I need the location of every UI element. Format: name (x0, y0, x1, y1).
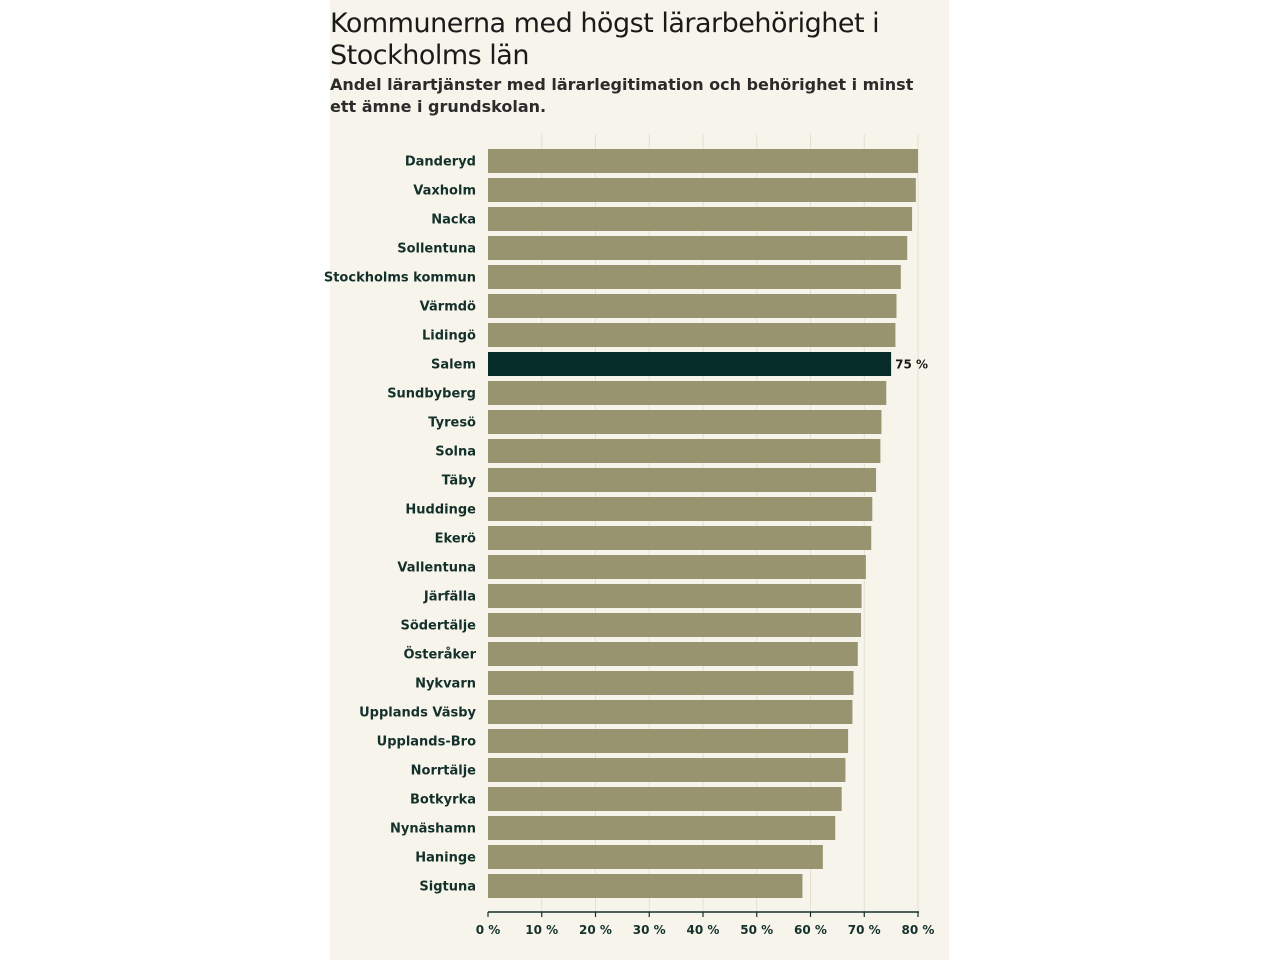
bar (488, 236, 908, 260)
category-label: Ekerö (435, 532, 476, 547)
category-label: Solna (435, 445, 476, 460)
x-tick-label: 10 % (525, 923, 558, 937)
category-label: Salem (431, 358, 476, 373)
bar (488, 816, 836, 840)
category-label: Lidingö (422, 329, 476, 344)
category-label: Sundbyberg (387, 387, 476, 402)
bar (488, 671, 854, 695)
x-tick-label: 0 % (476, 923, 501, 937)
x-tick-label: 30 % (633, 923, 666, 937)
category-label: Botkyrka (410, 793, 476, 808)
bar (488, 613, 862, 637)
category-label: Tyresö (428, 416, 476, 431)
category-label: Upplands-Bro (377, 735, 476, 750)
bar (488, 526, 872, 550)
chart-title: Kommunerna med högst lärarbehörighet i S… (330, 8, 880, 71)
category-label: Nacka (431, 213, 476, 228)
x-tick-label: 80 % (902, 923, 935, 937)
category-label: Nynäshamn (390, 822, 476, 837)
category-label: Täby (442, 474, 477, 489)
x-tick-label: 50 % (740, 923, 773, 937)
category-label: Haninge (415, 851, 476, 866)
category-label: Stockholms kommun (324, 271, 476, 286)
bar (488, 700, 853, 724)
chart-subtitle: Andel lärartjänster med lärarlegitimatio… (330, 75, 914, 116)
bar (488, 323, 896, 347)
bar (488, 294, 897, 318)
category-label: Danderyd (405, 155, 476, 170)
category-label: Norrtälje (411, 764, 477, 779)
category-label: Upplands Väsby (359, 706, 476, 721)
category-label: Sigtuna (419, 880, 476, 895)
bar (488, 265, 901, 289)
category-label: Huddinge (405, 503, 476, 518)
category-label: Södertälje (400, 619, 476, 634)
bar (488, 497, 873, 521)
category-label: Värmdö (420, 300, 476, 315)
bar (488, 352, 892, 376)
category-label: Österåker (403, 647, 476, 663)
bar (488, 381, 887, 405)
bar (488, 584, 862, 608)
x-tick-label: 40 % (687, 923, 720, 937)
category-label: Sollentuna (397, 242, 476, 257)
bar (488, 410, 882, 434)
category-label: Vaxholm (413, 184, 476, 199)
bar (488, 787, 842, 811)
x-tick-label: 20 % (579, 923, 612, 937)
category-label: Vallentuna (397, 561, 476, 576)
category-label: Järfälla (423, 590, 476, 605)
bar (488, 729, 849, 753)
bar (488, 439, 881, 463)
data-label: 75 % (895, 358, 928, 372)
bar (488, 758, 846, 782)
bar (488, 642, 858, 666)
bar (488, 149, 918, 173)
bar (488, 207, 913, 231)
bar (488, 468, 877, 492)
bar (488, 555, 866, 579)
bar (488, 874, 803, 898)
bar (488, 178, 916, 202)
category-label: Nykvarn (415, 677, 476, 692)
bar (488, 845, 823, 869)
x-tick-label: 70 % (848, 923, 881, 937)
x-tick-label: 60 % (794, 923, 827, 937)
